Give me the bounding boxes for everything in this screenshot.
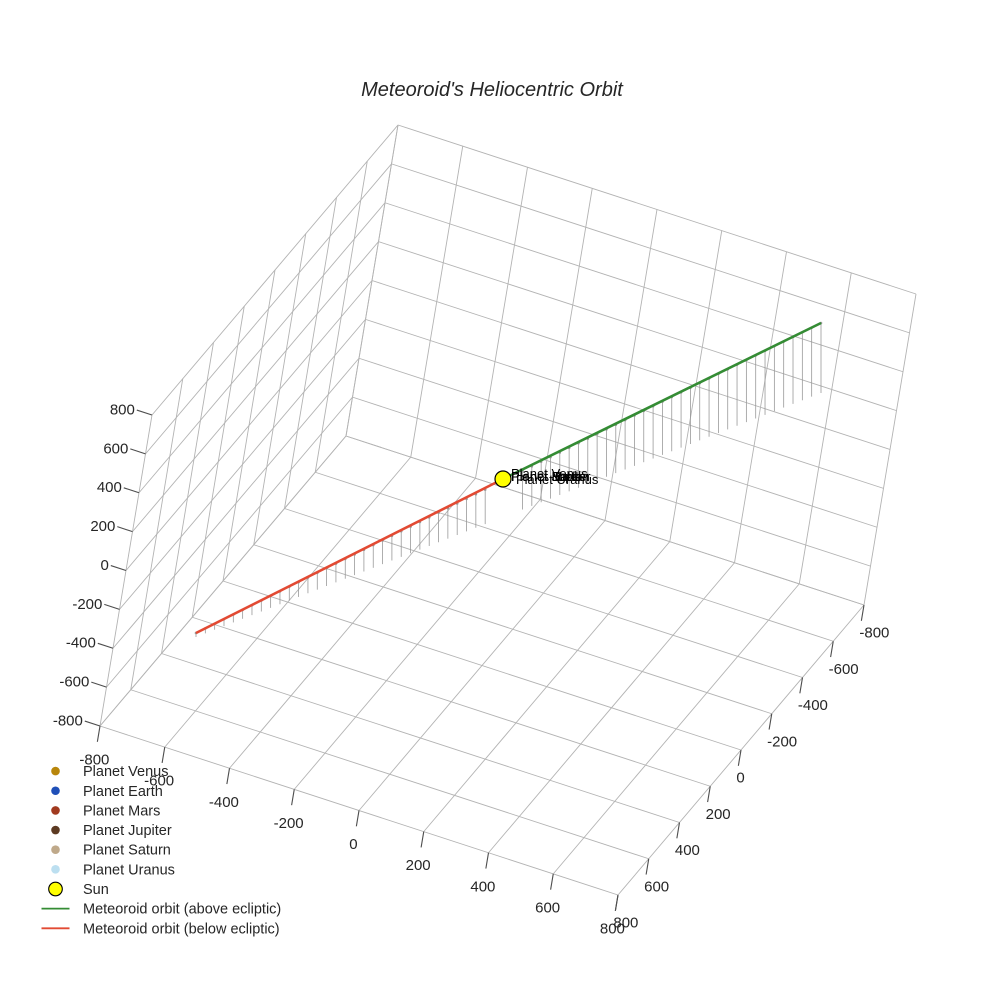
svg-text:0: 0 [736,770,744,787]
svg-text:Planet Mars: Planet Mars [83,803,160,819]
svg-text:200: 200 [90,518,115,535]
svg-text:200: 200 [706,806,731,823]
svg-text:0: 0 [101,557,109,574]
svg-text:600: 600 [644,878,669,895]
svg-text:Planet Uranus: Planet Uranus [516,472,599,487]
svg-text:-800: -800 [53,712,83,729]
svg-text:400: 400 [675,842,700,859]
svg-text:200: 200 [406,857,431,874]
svg-text:Sun: Sun [83,882,109,898]
svg-text:Planet Uranus: Planet Uranus [83,862,175,878]
svg-text:400: 400 [97,479,122,496]
svg-text:0: 0 [349,836,357,853]
svg-text:600: 600 [535,899,560,916]
svg-text:-400: -400 [66,635,96,652]
svg-text:-200: -200 [274,815,304,832]
svg-text:Planet Earth: Planet Earth [83,784,163,800]
svg-text:-200: -200 [72,596,102,613]
svg-text:-600: -600 [59,674,89,691]
svg-text:Meteoroid orbit (below eclipti: Meteoroid orbit (below ecliptic) [83,921,280,937]
svg-text:600: 600 [103,440,128,457]
svg-text:Planet Venus: Planet Venus [83,764,168,780]
svg-text:-600: -600 [829,661,859,678]
svg-text:Meteoroid's Heliocentric Orbit: Meteoroid's Heliocentric Orbit [361,79,624,101]
svg-text:800: 800 [613,915,638,932]
svg-text:Meteoroid orbit (above eclipti: Meteoroid orbit (above ecliptic) [83,902,281,918]
svg-text:-800: -800 [859,625,889,642]
svg-text:800: 800 [110,401,135,418]
svg-text:-200: -200 [767,733,797,750]
svg-text:400: 400 [470,878,495,895]
svg-text:Planet Jupiter: Planet Jupiter [83,823,172,839]
svg-text:-400: -400 [798,697,828,714]
svg-text:-400: -400 [209,794,239,811]
svg-text:Planet Saturn: Planet Saturn [83,843,171,859]
